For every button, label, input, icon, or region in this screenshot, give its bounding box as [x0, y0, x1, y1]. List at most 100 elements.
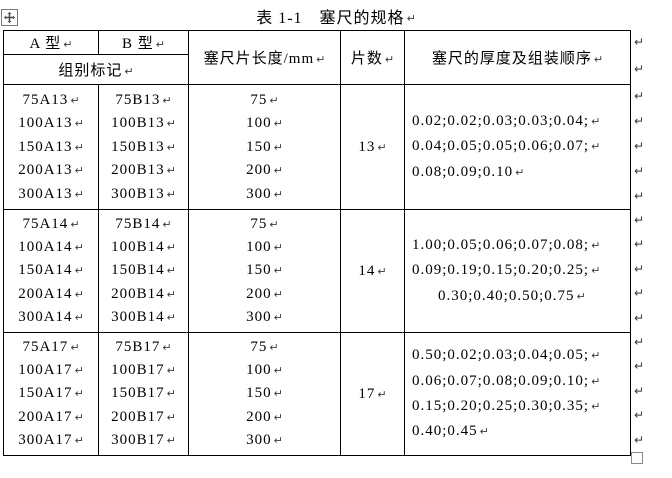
- paragraph-mark-icon: ↵: [155, 38, 165, 51]
- group-mark-a-cell-value: 200A14: [18, 285, 73, 302]
- header-thickness-order: 塞尺的厚度及组装顺序 ↵: [404, 30, 631, 85]
- paragraph-mark-icon: ↵: [273, 164, 283, 177]
- table-move-handle[interactable]: [1, 9, 18, 26]
- paragraph-mark-icon: ↵: [74, 287, 84, 301]
- group-mark-a-cell-value: 150A13: [18, 138, 73, 155]
- paragraph-mark-icon: ↵: [166, 410, 176, 424]
- header-group-label: 组别标记 ↵: [3, 54, 189, 85]
- paragraph-mark-icon: ↵: [124, 65, 134, 78]
- header-row-types: A 型 ↵ B 型 ↵ 塞尺片长度/mm ↵ 片数 ↵ 塞尺的厚度及组装顺序 ↵: [3, 30, 631, 85]
- group-mark-a-cell-line: 200A17 ↵: [5, 409, 98, 426]
- length-cell-value: 150: [246, 262, 272, 279]
- paragraph-mark-icon: ↵: [166, 310, 176, 324]
- thickness-sequence-line: 0.40;0.45 ↵: [406, 419, 630, 444]
- end-of-row-mark-icon: ↵: [634, 139, 645, 153]
- end-of-row-mark-icon: ↵: [634, 213, 645, 227]
- end-of-row-mark-icon: ↵: [634, 262, 645, 276]
- end-of-row-mark-icon: ↵: [634, 433, 645, 447]
- length-cell-value: 75: [250, 339, 268, 356]
- thickness-sequence-value: 0.09;0.19;0.15;0.20;0.25;: [412, 262, 590, 279]
- paragraph-mark-icon: ↵: [166, 241, 176, 255]
- thickness-sequence-value: 0.06;0.07;0.08;0.09;0.10;: [412, 372, 590, 389]
- length-cell-line: 100 ↵: [190, 115, 340, 132]
- paragraph-mark-icon: ↵: [384, 53, 395, 66]
- paragraph-mark-icon: ↵: [273, 364, 283, 378]
- header-piece-count: 片数 ↵: [340, 30, 405, 85]
- group-mark-b-cell: 75B14 ↵ 100B14 ↵ 150B14 ↵ 200B14 ↵ 300B14 ↵: [98, 209, 189, 333]
- length-cell-value: 200: [246, 408, 272, 425]
- thickness-sequence-line: 0.02;0.02;0.03;0.03;0.04; ↵: [406, 109, 630, 134]
- end-of-row-mark-icon: ↵: [634, 237, 645, 251]
- group-mark-b-cell-value: 150B13: [111, 138, 165, 155]
- group-mark-a-cell-line: 300A14 ↵: [5, 309, 98, 326]
- group-mark-b-cell-value: 200B17: [111, 408, 165, 425]
- length-cell-line: 75 ↵: [190, 216, 340, 233]
- group-mark-a-cell-line: 100A14 ↵: [5, 239, 98, 256]
- length-cell: 75 ↵ 100 ↵ 150 ↵ 200 ↵ 300 ↵: [188, 332, 341, 456]
- paragraph-mark-icon: ↵: [74, 387, 84, 401]
- group-mark-a-cell-value: 75A14: [22, 216, 69, 233]
- length-cell-line: 75 ↵: [190, 92, 340, 109]
- group-mark-b-cell-value: 150B17: [111, 385, 165, 402]
- length-cell-value: 150: [246, 385, 272, 402]
- end-of-row-mark-icon: ↵: [634, 384, 645, 398]
- paragraph-mark-icon: ↵: [162, 218, 172, 232]
- paragraph-mark-icon: ↵: [74, 410, 84, 424]
- group-mark-b-cell-line: 150B14 ↵: [100, 262, 188, 279]
- thickness-sequence-cell: 1.00;0.05;0.06;0.07;0.08; ↵ 0.09;0.19;0.15…: [404, 209, 631, 333]
- paragraph-mark-icon: ↵: [74, 140, 84, 154]
- group-mark-b-cell-value: 200B13: [111, 162, 165, 178]
- group-mark-b-cell-line: 300B14 ↵: [100, 309, 188, 326]
- paragraph-mark-icon: ↵: [406, 12, 416, 25]
- length-cell-value: 100: [246, 362, 272, 379]
- paragraph-mark-icon: ↵: [273, 433, 283, 447]
- paragraph-mark-icon: ↵: [273, 187, 283, 201]
- piece-count-cell: 17 ↵: [340, 332, 405, 456]
- paragraph-mark-icon: ↵: [162, 341, 172, 355]
- group-mark-b-cell-value: 200B14: [111, 285, 165, 302]
- group-mark-b-cell-line: 200B13 ↵: [100, 162, 188, 179]
- spec-group-row: 75A17 ↵ 100A17 ↵ 150A17 ↵ 200A17 ↵ 300A17 ↵ 75B17 ↵…: [3, 332, 631, 456]
- group-mark-a-cell-value: 150A17: [18, 385, 73, 402]
- group-mark-b-cell-line: 300B13 ↵: [100, 185, 188, 203]
- paragraph-mark-icon: ↵: [166, 364, 176, 378]
- length-cell-line: 100 ↵: [190, 239, 340, 256]
- length-cell-line: 200 ↵: [190, 285, 340, 303]
- thickness-sequence-line: 0.06;0.07;0.08;0.09;0.10; ↵: [406, 369, 630, 394]
- group-mark-a-cell-value: 75A13: [22, 91, 69, 108]
- header-row-group-label: 组别标记 ↵: [3, 54, 631, 85]
- end-of-row-mark-icon: ↵: [634, 164, 645, 178]
- group-mark-b-cell-line: 75B17 ↵: [100, 339, 188, 356]
- paragraph-mark-icon: ↵: [591, 374, 601, 388]
- group-mark-a-cell-line: 150A17 ↵: [5, 385, 98, 402]
- length-cell: 75 ↵ 100 ↵ 150 ↵ 200 ↵ 300 ↵: [188, 84, 341, 210]
- paragraph-mark-icon: ↵: [74, 310, 84, 324]
- length-cell-value: 200: [246, 285, 272, 302]
- thickness-sequence-cell: 0.02;0.02;0.03;0.03;0.04; ↵ 0.04;0.05;0.05…: [404, 84, 631, 210]
- group-mark-a-cell: 75A17 ↵ 100A17 ↵ 150A17 ↵ 200A17 ↵ 300A17 ↵: [3, 332, 99, 456]
- group-mark-b-cell-line: 100B13 ↵: [100, 115, 188, 132]
- length-cell-line: 200 ↵: [190, 162, 340, 179]
- group-mark-a-cell-value: 100A14: [18, 239, 73, 256]
- group-mark-b-cell-value: 75B17: [115, 339, 161, 356]
- group-mark-a-cell-value: 100A17: [18, 362, 73, 379]
- feeler-gauge-spec-table: A 型 ↵ B 型 ↵ 塞尺片长度/mm ↵ 片数 ↵ 塞尺的厚度及组装顺序 ↵ 组别标记…: [3, 30, 631, 456]
- length-cell-line: 300 ↵: [190, 432, 340, 449]
- group-mark-a-cell-value: 100A13: [18, 115, 73, 131]
- length-cell-value: 100: [246, 239, 272, 256]
- thickness-sequence-line: 1.00;0.05;0.06;0.07;0.08; ↵: [406, 233, 630, 258]
- group-mark-a-cell-line: 150A13 ↵: [5, 138, 98, 156]
- paragraph-mark-icon: ↵: [63, 38, 73, 51]
- end-of-row-mark-icon: ↵: [634, 335, 645, 349]
- thickness-sequence-value: 0.15;0.20;0.25;0.30;0.35;: [412, 398, 590, 414]
- table-resize-handle[interactable]: [631, 452, 643, 464]
- paragraph-mark-icon: ↵: [166, 287, 176, 301]
- paragraph-mark-icon: ↵: [74, 264, 84, 278]
- length-cell: 75 ↵ 100 ↵ 150 ↵ 200 ↵ 300 ↵: [188, 209, 341, 333]
- length-cell-value: 100: [246, 115, 272, 131]
- paragraph-mark-icon: ↵: [74, 117, 84, 130]
- thickness-sequence-line: 0.50;0.02;0.03;0.04;0.05; ↵: [406, 343, 630, 368]
- group-mark-b-cell-value: 300B13: [111, 185, 165, 202]
- paragraph-mark-icon: ↵: [591, 238, 601, 252]
- header-length: 塞尺片长度/mm ↵: [188, 30, 341, 85]
